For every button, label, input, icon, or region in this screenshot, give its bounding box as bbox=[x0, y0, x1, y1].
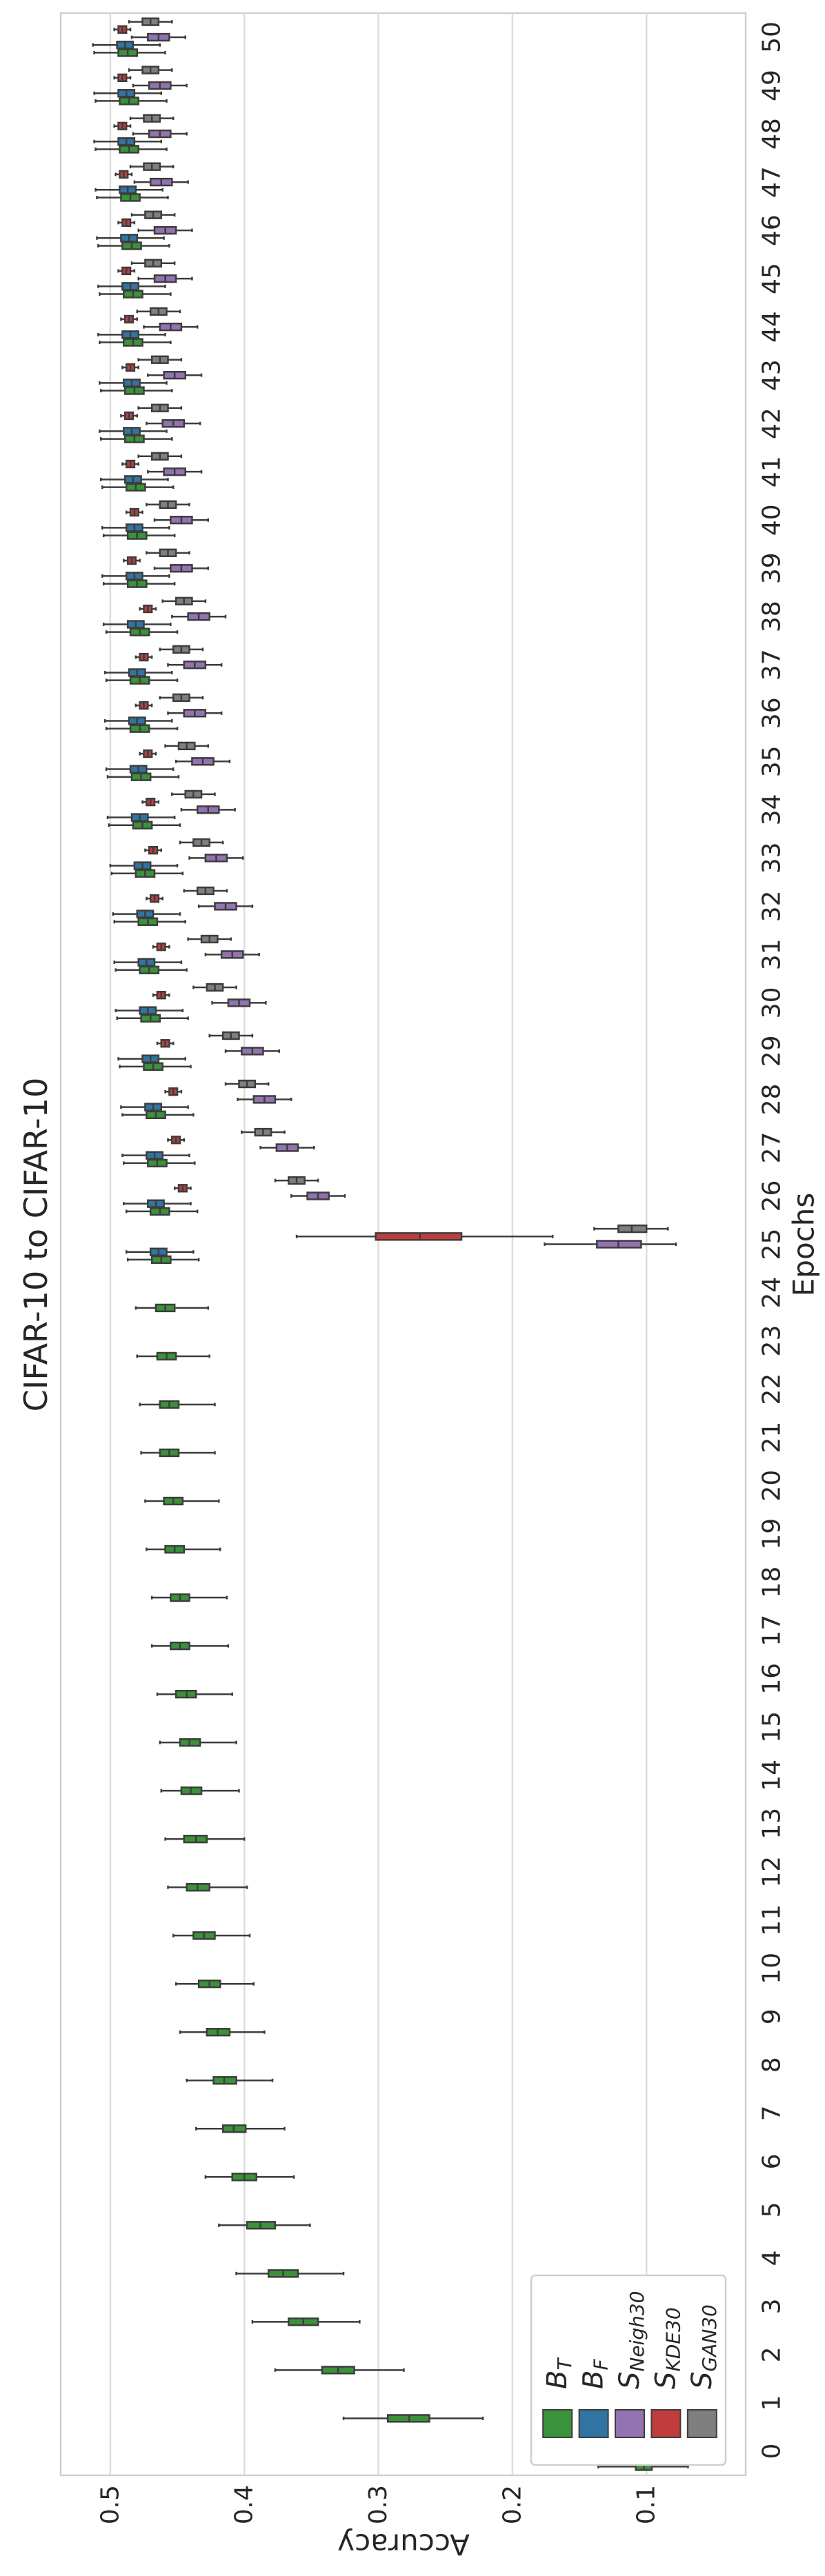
x-tick-label: 1 bbox=[758, 2395, 786, 2411]
x-tick-label: 25 bbox=[758, 1229, 786, 1260]
x-tick-label: 47 bbox=[758, 166, 786, 198]
x-tick-label: 38 bbox=[758, 601, 786, 632]
x-tick-label: 5 bbox=[758, 2202, 786, 2217]
x-tick-label: 22 bbox=[758, 1373, 786, 1405]
x-tick-label: 41 bbox=[758, 456, 786, 487]
x-tick-label: 45 bbox=[758, 263, 786, 294]
x-tick-label: 3 bbox=[758, 2298, 786, 2314]
y-tick-label: 0.5 bbox=[96, 2485, 124, 2524]
x-tick-label: 20 bbox=[758, 1470, 786, 1502]
x-tick-label: 31 bbox=[758, 938, 786, 970]
x-tick-label: 24 bbox=[758, 1277, 786, 1309]
x-tick-label: 42 bbox=[758, 407, 786, 439]
x-tick-label: 11 bbox=[758, 1904, 786, 1936]
x-tick-label: 34 bbox=[758, 794, 786, 825]
x-tick-label: 37 bbox=[758, 649, 786, 681]
x-tick-label: 16 bbox=[758, 1663, 786, 1695]
box bbox=[375, 1232, 463, 1241]
x-tick-label: 35 bbox=[758, 745, 786, 777]
legend-swatch bbox=[686, 2409, 717, 2438]
x-tick-label: 28 bbox=[758, 1084, 786, 1116]
x-tick-label: 39 bbox=[758, 552, 786, 584]
x-tick-label: 18 bbox=[758, 1567, 786, 1598]
x-tick-label: 23 bbox=[758, 1325, 786, 1357]
x-tick-label: 12 bbox=[758, 1856, 786, 1888]
x-tick-label: 26 bbox=[758, 1180, 786, 1212]
y-tick-label: 0.2 bbox=[498, 2485, 526, 2524]
x-tick-label: 30 bbox=[758, 987, 786, 1018]
legend-swatch bbox=[542, 2409, 573, 2438]
x-tick-label: 8 bbox=[758, 2057, 786, 2073]
x-tick-label: 10 bbox=[758, 1953, 786, 1984]
legend-label: SGAN30 bbox=[686, 2304, 721, 2389]
x-tick-label: 49 bbox=[758, 70, 786, 101]
legend-swatch bbox=[578, 2409, 609, 2438]
x-tick-label: 40 bbox=[758, 504, 786, 536]
legend-label: SKDE30 bbox=[650, 2307, 684, 2389]
legend-swatch bbox=[650, 2409, 682, 2438]
x-tick-label: 2 bbox=[758, 2346, 786, 2362]
x-tick-label: 36 bbox=[758, 697, 786, 729]
x-tick-label: 44 bbox=[758, 311, 786, 343]
x-tick-label: 6 bbox=[758, 2153, 786, 2169]
x-tick-label: 15 bbox=[758, 1711, 786, 1743]
y-axis-label: Accuracy bbox=[337, 2528, 470, 2562]
x-tick-label: 46 bbox=[758, 214, 786, 246]
x-tick-label: 27 bbox=[758, 1132, 786, 1164]
x-axis-label: Epochs bbox=[787, 1193, 821, 1297]
x-tick-label: 17 bbox=[758, 1615, 786, 1647]
x-tick-label: 7 bbox=[758, 2105, 786, 2121]
x-tick-label: 0 bbox=[758, 2444, 786, 2459]
y-tick-label: 0.3 bbox=[364, 2485, 392, 2524]
legend-swatch bbox=[615, 2409, 645, 2438]
x-tick-label: 33 bbox=[758, 842, 786, 874]
legend-label: BF bbox=[578, 2359, 613, 2389]
x-tick-label: 43 bbox=[758, 359, 786, 391]
x-tick-label: 13 bbox=[758, 1808, 786, 1840]
x-tick-label: 9 bbox=[758, 2009, 786, 2024]
x-tick-label: 21 bbox=[758, 1422, 786, 1453]
rotated-chart: CIFAR-10 to CIFAR-10 Epochs Accuracy 0.1… bbox=[17, 12, 821, 2562]
x-tick-label: 50 bbox=[758, 21, 786, 53]
y-tick-label: 0.1 bbox=[633, 2485, 661, 2524]
x-tick-label: 32 bbox=[758, 890, 786, 922]
x-tick-label: 48 bbox=[758, 118, 786, 150]
legend-label: SNeigh30 bbox=[614, 2291, 648, 2390]
x-tick-label: 4 bbox=[758, 2250, 786, 2266]
x-tick-label: 19 bbox=[758, 1518, 786, 1550]
plot-frame bbox=[59, 12, 747, 2477]
y-tick-label: 0.4 bbox=[230, 2485, 259, 2524]
x-tick-label: 29 bbox=[758, 1036, 786, 1067]
chart-title: CIFAR-10 to CIFAR-10 bbox=[17, 1078, 54, 1412]
x-tick-label: 14 bbox=[758, 1760, 786, 1791]
legend-label: BT bbox=[541, 2357, 576, 2389]
